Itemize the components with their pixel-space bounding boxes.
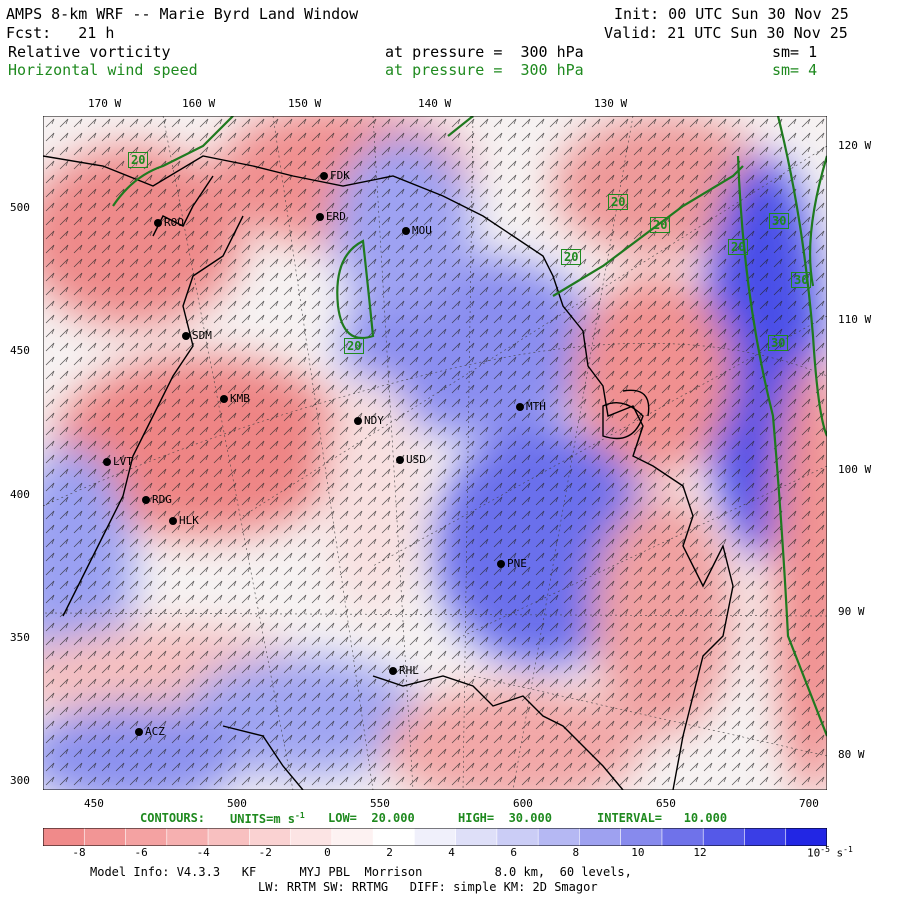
init-time: Init: 00 UTC Sun 30 Nov 25: [614, 5, 849, 23]
colorbar-swatch: [702, 828, 746, 846]
contour-info-interval: INTERVAL= 10.000: [597, 811, 728, 825]
lon-label-right: 100 W: [838, 463, 872, 476]
colorbar-tick-label: -6: [134, 846, 148, 859]
colorbar-swatch: [372, 828, 416, 846]
x-tick-label: 500: [227, 797, 247, 810]
lon-label-top: 140 W: [418, 97, 452, 110]
colorbar-swatch: [290, 828, 333, 846]
plot-title: AMPS 8-km WRF -- Marie Byrd Land Window: [6, 5, 359, 23]
contour-info-low: LOW= 20.000: [328, 811, 415, 825]
colorbar-unit-suffix: s: [836, 846, 844, 860]
lon-label-right: 120 W: [838, 139, 872, 152]
colorbar-swatch: [455, 828, 498, 846]
contour-info-units: UNITS=m s-1: [230, 811, 305, 826]
contour-label: 20: [608, 194, 629, 210]
colorbar-tick-label: 4: [448, 846, 455, 859]
colorbar-tick-label: 6: [510, 846, 517, 859]
contour-label: 20: [128, 152, 149, 168]
contour-label: 20: [561, 249, 582, 265]
y-tick-label: 350: [10, 631, 30, 644]
field1-name: Relative vorticity: [8, 43, 171, 61]
x-tick-label: 700: [799, 797, 819, 810]
field2-level: at pressure = 300 hPa: [385, 61, 584, 79]
y-tick-label: 450: [10, 344, 30, 357]
field1-smoothing: sm= 1: [772, 43, 818, 61]
y-tick-label: 300: [10, 774, 30, 787]
units-text: UNITS=m s: [230, 812, 296, 826]
valid-time: Valid: 21 UTC Sun 30 Nov 25: [604, 24, 848, 42]
contour-label: 20: [728, 239, 749, 255]
x-tick-label: 550: [370, 797, 390, 810]
contour-info-contours: CONTOURS:: [140, 811, 206, 825]
lon-label-top: 130 W: [594, 97, 628, 110]
colorbar-swatch: [785, 828, 827, 846]
lon-label-top: 160 W: [182, 97, 216, 110]
colorbar-tick-label: -8: [72, 846, 86, 859]
colorbar: [43, 828, 827, 846]
x-tick-label: 450: [84, 797, 104, 810]
colorbar-swatch: [661, 828, 705, 846]
contour-label: 30: [769, 213, 790, 229]
contour-info-high: HIGH= 30.000: [458, 811, 552, 825]
colorbar-tick-label: 2: [386, 846, 393, 859]
contour-label: 20: [650, 217, 671, 233]
lon-label-top: 170 W: [88, 97, 122, 110]
colorbar-swatch: [414, 828, 457, 846]
field1-level: at pressure = 300 hPa: [385, 43, 584, 61]
colorbar-swatch: [125, 828, 168, 846]
units-exponent: -1: [295, 811, 305, 820]
colorbar-swatch: [166, 828, 209, 846]
x-tick-label: 650: [656, 797, 676, 810]
field2-smoothing: sm= 4: [772, 61, 818, 79]
colorbar-swatch: [579, 828, 622, 846]
field2-name: Horizontal wind speed: [8, 61, 198, 79]
colorbar-tick-label: -4: [196, 846, 210, 859]
vorticity-map: [43, 116, 827, 790]
lon-label-right: 110 W: [838, 313, 872, 326]
colorbar-unit-base: 10: [807, 846, 821, 860]
colorbar-tick-label: 12: [693, 846, 707, 859]
coastline: [43, 155, 734, 790]
x-tick-label: 600: [513, 797, 533, 810]
contour-label: 20: [344, 338, 365, 354]
y-tick-label: 500: [10, 201, 30, 214]
colorbar-swatch: [207, 828, 251, 846]
colorbar-swatch: [83, 828, 127, 846]
colorbar-tick-label: 0: [324, 846, 331, 859]
colorbar-tick-label: -2: [258, 846, 272, 859]
contour-label: 30: [791, 272, 812, 288]
forecast-hour: Fcst: 21 h: [6, 24, 115, 42]
contour-label: 30: [768, 335, 789, 351]
model-info-line: Model Info: V4.3.3 KF MYJ PBL Morrison 8…: [90, 865, 632, 879]
colorbar-swatch: [496, 828, 539, 846]
colorbar-swatch: [331, 828, 374, 846]
lon-label-right: 90 W: [838, 605, 865, 618]
colorbar-unit-exp: -5: [820, 845, 830, 854]
colorbar-unit: 10-5 s-1: [807, 845, 853, 860]
colorbar-swatch: [43, 828, 86, 846]
colorbar-swatch: [744, 828, 787, 846]
lon-label-top: 150 W: [288, 97, 322, 110]
graticule: [43, 116, 827, 790]
colorbar-labels: -8 -6 -4 -2 0 2 4 6 8 10 12: [0, 846, 900, 862]
wind-barbs: [43, 116, 827, 790]
colorbar-unit-suffix-exp: -1: [843, 845, 853, 854]
y-tick-label: 400: [10, 488, 30, 501]
colorbar-tick-label: 10: [631, 846, 645, 859]
model-physics-line: LW: RRTM SW: RRTMG DIFF: simple KM: 2D S…: [258, 880, 598, 894]
colorbar-swatch: [620, 828, 663, 846]
colorbar-swatch: [537, 828, 581, 846]
colorbar-swatch: [249, 828, 292, 846]
lon-label-right: 80 W: [838, 748, 865, 761]
colorbar-tick-label: 8: [572, 846, 580, 859]
